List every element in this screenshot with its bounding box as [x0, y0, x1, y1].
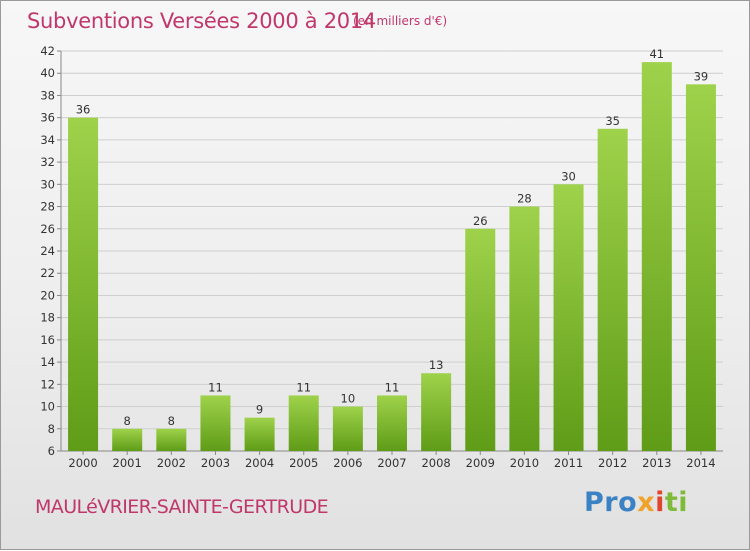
y-tick-label: 6 [48, 444, 55, 458]
bar-value-label: 10 [341, 392, 356, 406]
x-tick-label: 2011 [554, 456, 583, 470]
x-tick-label: 2003 [201, 456, 230, 470]
bar [553, 184, 584, 452]
x-tick-label: 2010 [510, 456, 539, 470]
logo-part: i [655, 487, 665, 518]
y-tick-label: 10 [40, 400, 55, 414]
bar-value-label: 30 [561, 169, 576, 183]
y-tick-label: 36 [40, 111, 55, 125]
logo-part: ti [664, 487, 689, 518]
bar [685, 84, 716, 451]
y-tick-label: 40 [40, 66, 55, 80]
bar [421, 373, 452, 451]
bar [641, 62, 672, 451]
bar-value-label: 26 [473, 214, 488, 228]
bar-value-label: 36 [76, 103, 91, 117]
bar-value-label: 11 [296, 380, 311, 394]
x-tick-label: 2005 [289, 456, 318, 470]
y-tick-label: 16 [40, 333, 55, 347]
bar-value-label: 11 [385, 380, 400, 394]
y-tick-label: 34 [40, 133, 55, 147]
bar [156, 428, 187, 451]
bar-value-label: 28 [517, 192, 532, 206]
bar [68, 117, 99, 452]
bar-value-label: 41 [649, 47, 664, 61]
bar [597, 128, 628, 451]
bar [332, 406, 363, 451]
x-tick-label: 2012 [598, 456, 627, 470]
bar-value-label: 11 [208, 380, 223, 394]
logo-part: x [637, 487, 656, 518]
y-tick-label: 42 [40, 44, 55, 58]
bar-value-label: 35 [605, 114, 620, 128]
x-tick-label: 2001 [113, 456, 142, 470]
bar [509, 206, 540, 451]
chart-title: Subventions Versées 2000 à 2014 [27, 9, 376, 33]
x-tick-label: 2008 [421, 456, 450, 470]
x-tick-label: 2002 [157, 456, 186, 470]
x-tick-label: 2007 [377, 456, 406, 470]
bar [112, 428, 143, 451]
y-tick-label: 18 [40, 311, 55, 325]
y-tick-label: 24 [40, 244, 55, 258]
y-tick-label: 26 [40, 222, 55, 236]
y-tick-label: 20 [40, 288, 55, 302]
y-tick-label: 30 [40, 177, 55, 191]
bar [288, 395, 319, 451]
commune-name: MAULéVRIER-SAINTE-GERTRUDE [35, 496, 329, 518]
x-tick-label: 2009 [466, 456, 495, 470]
x-tick-label: 2000 [68, 456, 97, 470]
bar-value-label: 8 [124, 414, 131, 428]
unit-note: (en milliers d'€) [353, 14, 448, 28]
bar [376, 395, 408, 451]
y-tick-label: 28 [40, 200, 55, 214]
bar [200, 395, 231, 451]
y-tick-label: 14 [40, 355, 55, 369]
bar-value-label: 9 [256, 403, 263, 417]
logo-part: Pro [584, 487, 638, 518]
y-tick-label: 38 [40, 88, 55, 102]
bar-value-label: 13 [429, 358, 444, 372]
x-tick-label: 2014 [686, 456, 715, 470]
bar [244, 417, 275, 451]
bar-value-label: 8 [168, 414, 175, 428]
bar [465, 228, 496, 451]
y-tick-label: 12 [40, 377, 55, 391]
x-tick-label: 2004 [245, 456, 274, 470]
x-tick-label: 2013 [642, 456, 671, 470]
y-tick-label: 22 [40, 266, 55, 280]
y-tick-label: 8 [48, 422, 55, 436]
bar-value-label: 39 [694, 69, 709, 83]
proxiti-logo: Proxiti [584, 487, 688, 518]
x-tick-label: 2006 [333, 456, 362, 470]
y-tick-label: 32 [40, 155, 55, 169]
